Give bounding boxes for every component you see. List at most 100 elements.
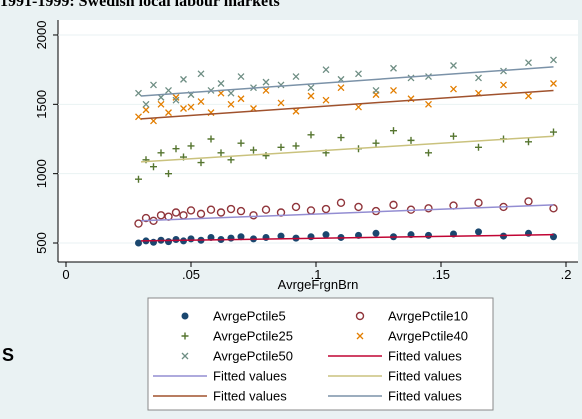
point	[525, 138, 532, 146]
point	[165, 238, 172, 246]
point	[250, 146, 257, 154]
point	[525, 92, 532, 100]
point	[262, 78, 270, 86]
point	[197, 70, 205, 78]
legend	[147, 297, 494, 411]
point	[217, 80, 225, 87]
point	[390, 64, 397, 72]
legend-label: AvrgePctile40	[388, 329, 468, 344]
point	[226, 204, 236, 214]
point	[187, 235, 195, 243]
point	[172, 93, 180, 101]
point	[307, 92, 315, 100]
point	[277, 99, 285, 107]
legend-label: AvrgePctile50	[213, 349, 293, 364]
point	[187, 142, 195, 150]
point	[135, 89, 142, 97]
point	[262, 233, 270, 241]
point	[450, 62, 457, 69]
point	[197, 98, 205, 106]
point	[322, 231, 330, 239]
point	[227, 100, 235, 108]
y-tick-label: 2000	[34, 21, 49, 50]
point	[372, 86, 380, 94]
point	[134, 219, 143, 228]
legend-label: Fitted values	[388, 389, 462, 404]
point	[150, 163, 157, 171]
fitted-line	[140, 66, 554, 97]
fitted-line	[140, 204, 554, 222]
point	[277, 232, 285, 240]
point	[355, 103, 362, 111]
point	[165, 109, 172, 117]
point	[180, 75, 187, 83]
point	[237, 95, 245, 103]
point	[142, 100, 150, 108]
legend-symbol	[356, 332, 364, 340]
point	[475, 74, 482, 82]
point	[172, 145, 180, 153]
chart-title: 1991-1999: Swedish local labour markets	[0, 0, 280, 10]
x-tick-label: .05	[182, 267, 200, 282]
point	[372, 229, 380, 237]
x-tick-label: 0	[62, 267, 69, 282]
point	[500, 81, 507, 89]
point	[172, 236, 180, 244]
point	[450, 132, 457, 140]
point	[390, 127, 397, 135]
point	[337, 134, 345, 142]
point	[424, 204, 433, 213]
point	[337, 84, 345, 92]
y-tick-label: 1500	[34, 90, 49, 119]
point	[550, 56, 557, 64]
point	[150, 117, 157, 125]
point	[425, 100, 432, 108]
point	[262, 152, 270, 160]
point	[291, 202, 301, 212]
point	[524, 197, 533, 206]
point	[227, 89, 235, 97]
point	[150, 238, 157, 246]
x-axis-label: AvrgeFrgnBrn	[278, 277, 359, 292]
point	[425, 231, 432, 239]
point	[475, 143, 482, 151]
point	[262, 86, 270, 94]
fitted-line	[140, 89, 554, 120]
point	[171, 208, 181, 217]
point	[550, 128, 557, 136]
x-tick-label: .2	[561, 267, 572, 282]
point	[150, 81, 157, 89]
legend-symbol	[181, 312, 189, 320]
point	[292, 142, 300, 150]
point	[157, 100, 165, 108]
y-tick-label: 1000	[34, 159, 49, 188]
point	[227, 156, 235, 164]
legend-label: Fitted values	[388, 369, 462, 384]
point	[165, 170, 172, 178]
legend-label: AvrgePctile25	[213, 329, 293, 344]
point	[237, 233, 245, 241]
point	[196, 209, 206, 219]
point	[336, 198, 346, 207]
point	[216, 208, 226, 217]
point	[292, 107, 300, 115]
point	[172, 96, 180, 104]
point	[475, 228, 482, 236]
point	[186, 206, 196, 215]
point	[206, 205, 216, 214]
point	[227, 234, 235, 242]
point	[307, 233, 315, 241]
point	[135, 175, 142, 183]
fitted-line	[140, 135, 554, 163]
point	[135, 239, 142, 247]
point	[307, 131, 315, 139]
point	[525, 59, 532, 67]
point	[197, 159, 205, 167]
point	[354, 202, 363, 212]
point	[165, 86, 172, 94]
point	[156, 211, 166, 220]
point	[135, 113, 142, 121]
legend-label: Fitted values	[213, 389, 287, 404]
